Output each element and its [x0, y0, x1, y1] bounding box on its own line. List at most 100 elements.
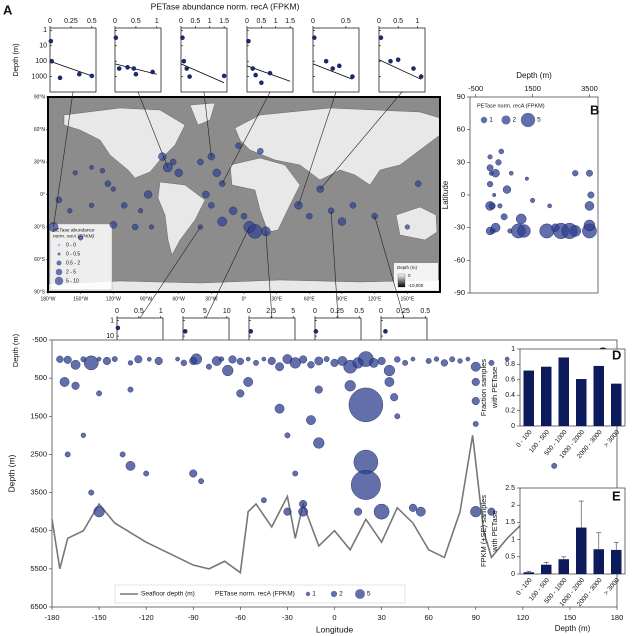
legend-label: 2 - 5 [66, 269, 76, 275]
panel-letter: E [612, 488, 621, 503]
x-tick-label: -120 [139, 613, 154, 622]
bubble [449, 356, 456, 363]
x-tick-label: 0.5 [87, 18, 97, 25]
y-tick-label: 60 [457, 125, 465, 134]
x-tick-label: 150°W [73, 296, 88, 302]
y-tick-label: -90 [454, 288, 465, 297]
mini-point [411, 66, 416, 71]
bubble [143, 470, 150, 477]
bubble [410, 356, 416, 362]
bubble [299, 355, 308, 364]
bar [541, 564, 552, 574]
legend-label: 5 - 10 [66, 278, 79, 284]
mini-frame [312, 27, 360, 93]
bubble [572, 170, 579, 177]
bubble [102, 356, 111, 365]
mini-point [378, 35, 384, 41]
x-tick-label: 0.5 [131, 18, 141, 25]
bubble [492, 193, 497, 197]
y-tick-label: 0 [461, 190, 465, 199]
mini-point [182, 329, 188, 334]
map-bubble [121, 202, 128, 209]
y-axis-label: with PETase [490, 510, 499, 552]
plot-frame [519, 487, 626, 575]
bubble [299, 500, 308, 509]
mini-frame [49, 27, 97, 93]
bubble [408, 503, 417, 512]
y-tick-label: 1 [511, 536, 515, 543]
mini-point [388, 58, 393, 64]
x-tick-label: -60 [235, 613, 246, 622]
x-tick-label: 180 [611, 613, 624, 622]
mini-point [150, 69, 155, 75]
legend-label: 1 [489, 117, 493, 124]
mini-frame [114, 27, 162, 93]
mini-point [76, 71, 82, 77]
map-bubble [228, 206, 238, 215]
mini-point [131, 66, 137, 71]
y-tick-label: 0.4 [505, 392, 515, 399]
bubble [96, 390, 102, 397]
y-tick-label: 2500 [30, 449, 47, 458]
bubble [354, 507, 363, 516]
bubble [348, 387, 384, 423]
bubble [586, 169, 593, 177]
y-tick-label: 0.6 [505, 377, 515, 384]
legend-label: 2 [513, 117, 517, 124]
bubble [236, 389, 245, 398]
map-bubble [197, 158, 204, 166]
depth-legend-label: -10,000 [408, 283, 424, 288]
connector [203, 91, 212, 157]
bubble [175, 356, 180, 362]
bubble [551, 223, 560, 232]
bubble [314, 385, 323, 394]
bubble [222, 364, 234, 377]
x-tick-label: 1 [415, 18, 419, 25]
y-axis-label: Latitude [441, 180, 450, 209]
x-tick-label: 1.5 [219, 18, 229, 25]
map-bubble [235, 142, 242, 149]
bubble [292, 470, 299, 477]
mini-frame [246, 27, 294, 93]
bubble [56, 355, 64, 363]
south-america [157, 181, 206, 256]
bar [611, 383, 622, 426]
x-tick-label: 150°E [400, 296, 414, 302]
bubble [283, 507, 292, 516]
y-tick-label: 60°S [34, 257, 46, 263]
mini-point [395, 57, 401, 63]
x-tick-label: 150 [564, 613, 577, 622]
x-tick-label: 1500 [524, 84, 541, 93]
legend-label: 1 [312, 591, 316, 598]
y-tick-label: 10 [106, 333, 114, 340]
mini-point [248, 329, 254, 334]
bubble [80, 432, 86, 438]
bubble [547, 203, 552, 209]
bubble [274, 403, 285, 414]
x-tick-label: 2.5 [266, 308, 276, 315]
map-bubble [144, 190, 153, 199]
bubble [218, 356, 225, 362]
connector [265, 231, 273, 319]
continents [47, 102, 441, 293]
bar [611, 549, 622, 574]
seafloor-line [51, 435, 618, 575]
bubble [470, 361, 481, 372]
x-tick-label: 0 [179, 18, 183, 25]
bubble [502, 185, 512, 194]
map-bubble [306, 212, 313, 220]
mini-point [89, 73, 95, 79]
legend-label: 0 - 0.5 [66, 251, 80, 257]
legend-title: PETase abundance [53, 227, 95, 233]
legend-bubble [305, 591, 311, 597]
map-bubble [404, 224, 410, 230]
bubble [253, 359, 259, 366]
bubble [260, 497, 267, 504]
trend-line [378, 59, 422, 80]
y-axis-label: Depth (m) [6, 454, 16, 492]
bubble [228, 355, 237, 364]
x-tick-label: 0.25 [64, 18, 78, 25]
x-tick-label: 60°E [304, 296, 316, 302]
